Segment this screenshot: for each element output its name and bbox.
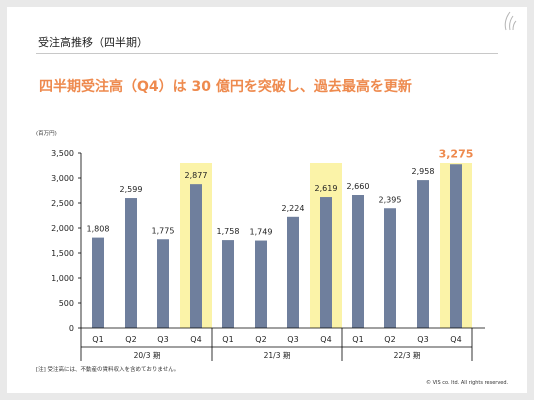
title-divider [36, 53, 498, 54]
bar [320, 197, 332, 328]
y-tick-label: 0 [69, 324, 74, 333]
value-label: 2,958 [412, 167, 435, 176]
value-label: 2,660 [347, 182, 370, 191]
section-title: 受注高推移（四半期） [38, 36, 148, 49]
y-tick-label: 3,500 [51, 149, 74, 158]
bar [352, 195, 364, 328]
y-axis-unit: (百万円) [36, 131, 57, 137]
x-tick-label: Q2 [384, 335, 395, 344]
copyright: © VIS co. ltd. All rights reserved. [426, 380, 509, 386]
x-tick-label: Q2 [125, 335, 136, 344]
x-tick-label: Q4 [190, 335, 201, 344]
y-tick-label: 1,000 [51, 274, 74, 283]
value-label: 1,758 [217, 227, 240, 236]
bar [255, 240, 267, 328]
x-tick-label: Q4 [450, 335, 461, 344]
value-label: 3,275 [439, 147, 474, 160]
bar [190, 184, 202, 328]
value-label: 2,395 [379, 195, 402, 204]
company-logo-icon [504, 11, 517, 31]
headline: 四半期受注高（Q4）は 30 億円を突破し、過去最高を更新 [39, 79, 412, 95]
x-tick-label: Q1 [92, 335, 103, 344]
x-tick-label: Q3 [157, 335, 168, 344]
x-tick-label: Q1 [352, 335, 363, 344]
bar [222, 240, 234, 328]
value-label: 1,749 [250, 228, 273, 237]
bar [92, 237, 104, 328]
y-tick-label: 2,000 [51, 224, 74, 233]
value-label: 1,808 [87, 225, 110, 234]
y-tick-label: 2,500 [51, 199, 74, 208]
group-label: 21/3 期 [264, 351, 291, 360]
bar [417, 180, 429, 328]
value-label: 2,877 [185, 171, 208, 180]
y-tick-label: 500 [59, 299, 74, 308]
x-tick-label: Q3 [287, 335, 298, 344]
value-label: 2,619 [315, 184, 338, 193]
x-tick-label: Q4 [320, 335, 331, 344]
x-tick-label: Q1 [222, 335, 233, 344]
value-label: 2,599 [120, 185, 143, 194]
bar [125, 198, 137, 328]
x-tick-label: Q3 [417, 335, 428, 344]
value-label: 1,775 [152, 226, 175, 235]
group-label: 22/3 期 [394, 351, 421, 360]
footnote: [注] 受注高には、不動産の賃料収入を含めておりません。 [36, 367, 180, 373]
y-tick-label: 1,500 [51, 249, 74, 258]
bar [287, 216, 299, 328]
group-label: 20/3 期 [134, 351, 161, 360]
bar [450, 164, 462, 328]
bar [384, 208, 396, 328]
x-tick-label: Q2 [255, 335, 266, 344]
y-tick-label: 3,000 [51, 174, 74, 183]
bar [157, 239, 169, 328]
value-label: 2,224 [282, 204, 305, 213]
